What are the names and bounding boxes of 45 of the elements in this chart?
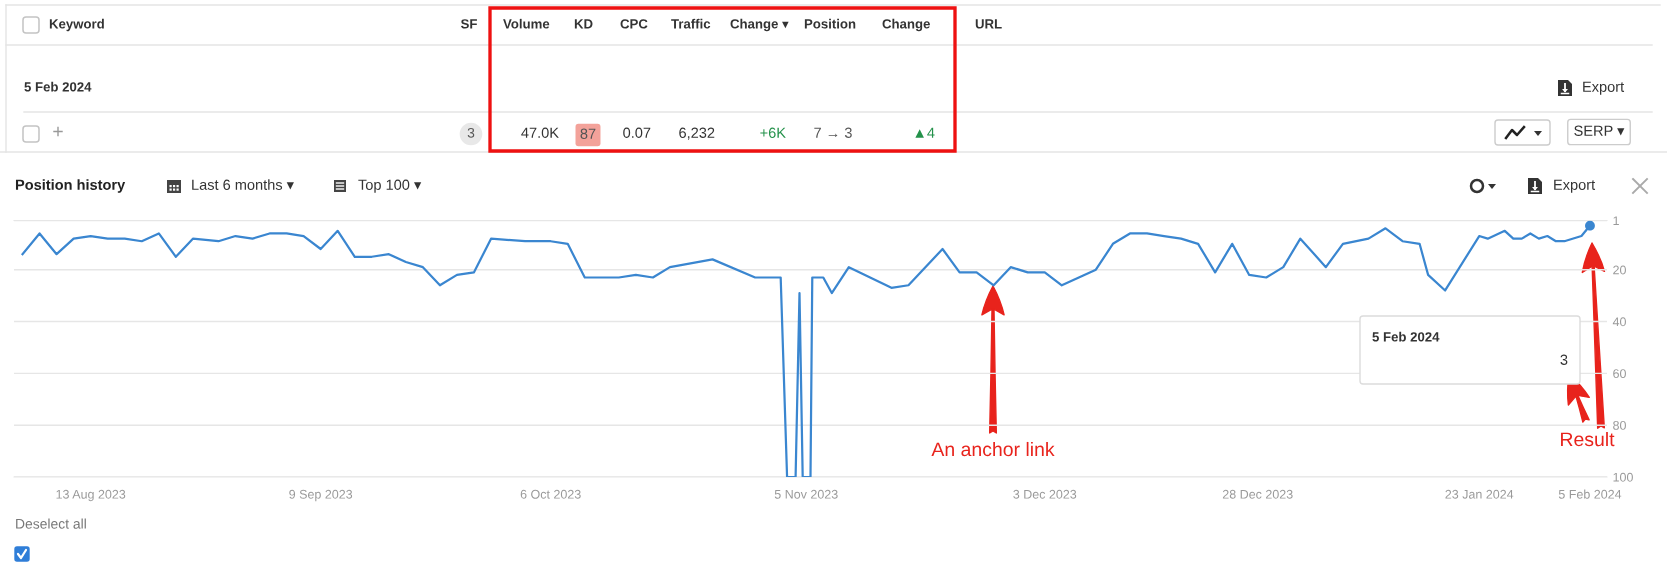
- text: 0.07: [623, 127, 651, 138]
- x-tick-label: 28 Dec 2023: [1222, 489, 1293, 499]
- annotation: Result: [1561, 431, 1615, 447]
- text: Change: [882, 18, 930, 32]
- x-tick-label: 9 Sep 2023: [289, 489, 353, 502]
- text: Position: [804, 18, 856, 29]
- text: Top 100 ▾: [358, 179, 422, 193]
- text: 87: [580, 128, 596, 139]
- text: Volume: [503, 18, 550, 29]
- y-tick-label: 60: [1613, 369, 1626, 379]
- text: 3: [467, 127, 475, 138]
- text: Keyword: [49, 18, 104, 32]
- y-tick-label: 1: [1613, 216, 1619, 226]
- annotation: 5 Feb 2024: [1372, 331, 1440, 342]
- text: +6K: [760, 127, 786, 138]
- text: URL: [975, 19, 1002, 29]
- text: 47.0K: [521, 127, 559, 138]
- x-tick-label: 5 Feb 2024: [1558, 489, 1622, 499]
- text: Traffic: [671, 18, 711, 29]
- y-tick-label: 80: [1613, 420, 1626, 430]
- x-tick-label: 23 Jan 2024: [1445, 489, 1514, 499]
- text: SERP ▾: [1574, 125, 1625, 136]
- y-tick-label: 20: [1613, 265, 1626, 275]
- x-tick-label: 13 Aug 2023: [56, 489, 126, 502]
- text: Change ▾: [730, 18, 789, 32]
- text: ▲4: [915, 127, 935, 138]
- x-tick-label: 6 Oct 2023: [520, 489, 581, 499]
- x-tick-label: 3 Dec 2023: [1013, 489, 1077, 499]
- text: 5 Feb 2024: [24, 81, 92, 92]
- text: 7 → 3: [814, 127, 852, 138]
- chart-title: Position history: [15, 179, 126, 193]
- text: KD: [574, 19, 593, 29]
- annotation: An anchor link: [931, 441, 1055, 457]
- text: CPC: [620, 19, 648, 29]
- x-tick-label: 5 Nov 2023: [774, 489, 838, 499]
- y-tick-label: 100: [1613, 472, 1633, 482]
- y-tick-label: 40: [1612, 317, 1626, 327]
- text: Export: [1583, 81, 1625, 95]
- text: SF: [460, 19, 477, 29]
- text: 6,232: [679, 127, 715, 140]
- text: Deselect all: [16, 518, 86, 529]
- text: +: [53, 126, 63, 137]
- text: Export: [1554, 179, 1596, 193]
- annotation: 3: [1560, 354, 1568, 365]
- text: Last 6 months ▾: [192, 179, 294, 190]
